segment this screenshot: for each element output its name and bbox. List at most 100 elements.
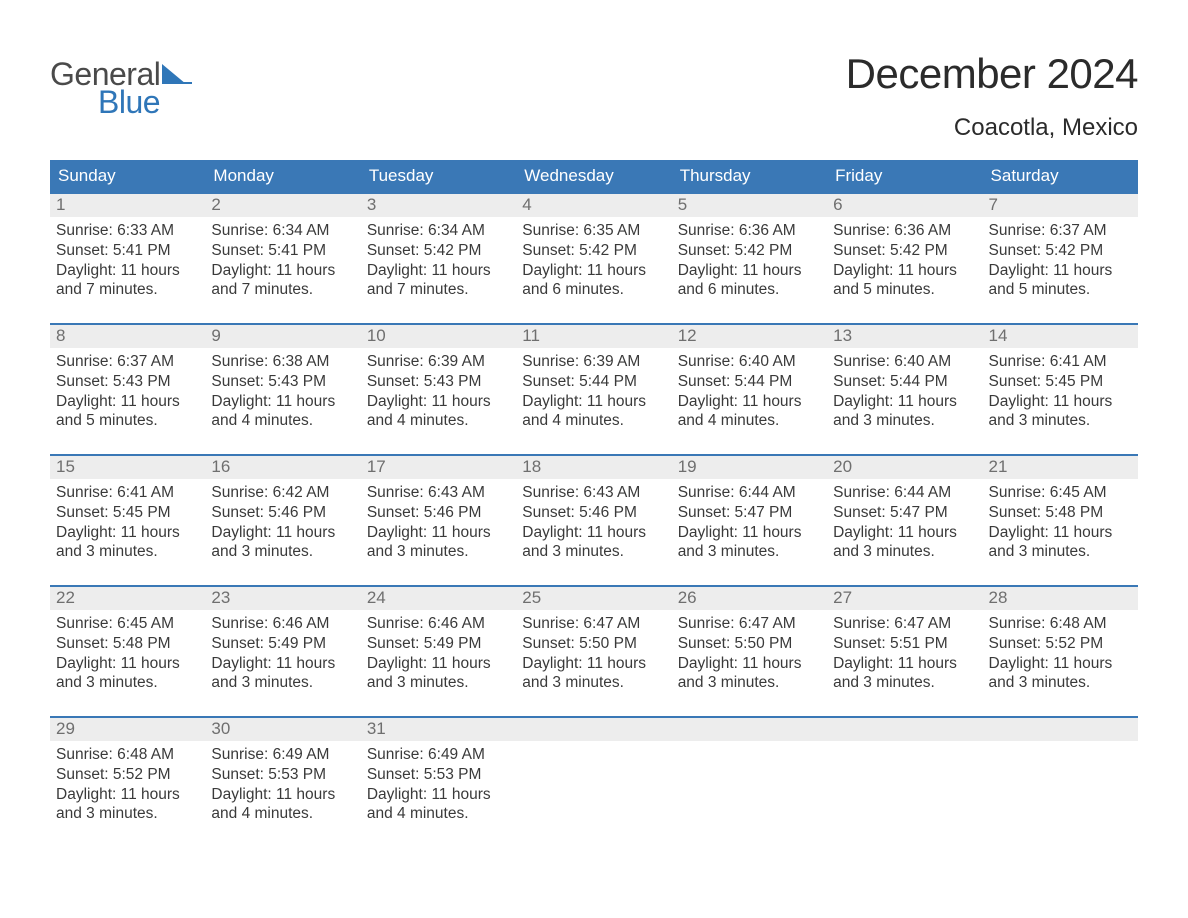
- location-label: Coacotla, Mexico: [846, 114, 1138, 142]
- day-cell: Sunrise: 6:39 AMSunset: 5:43 PMDaylight:…: [361, 348, 516, 444]
- daylight-text-1: Daylight: 11 hours: [678, 261, 821, 281]
- daylight-text-1: Daylight: 11 hours: [211, 523, 354, 543]
- weekday-header-row: Sunday Monday Tuesday Wednesday Thursday…: [50, 160, 1138, 192]
- daylight-text-2: and 3 minutes.: [833, 411, 976, 431]
- daylight-text-1: Daylight: 11 hours: [522, 261, 665, 281]
- daylight-text-2: and 4 minutes.: [367, 411, 510, 431]
- daylight-text-1: Daylight: 11 hours: [56, 392, 199, 412]
- sunset-text: Sunset: 5:41 PM: [56, 241, 199, 261]
- sunrise-text: Sunrise: 6:36 AM: [678, 221, 821, 241]
- daylight-text-2: and 3 minutes.: [56, 804, 199, 824]
- weekday-header: Tuesday: [361, 160, 516, 192]
- day-cell: Sunrise: 6:34 AMSunset: 5:42 PMDaylight:…: [361, 217, 516, 313]
- daylight-text-1: Daylight: 11 hours: [211, 392, 354, 412]
- sunset-text: Sunset: 5:46 PM: [211, 503, 354, 523]
- daylight-text-2: and 3 minutes.: [833, 673, 976, 693]
- day-number: 8: [50, 325, 205, 348]
- day-cell: Sunrise: 6:43 AMSunset: 5:46 PMDaylight:…: [361, 479, 516, 575]
- daynum-row: 891011121314: [50, 325, 1138, 348]
- day-cell: Sunrise: 6:48 AMSunset: 5:52 PMDaylight:…: [983, 610, 1138, 706]
- sunrise-text: Sunrise: 6:36 AM: [833, 221, 976, 241]
- daylight-text-1: Daylight: 11 hours: [367, 654, 510, 674]
- sunrise-text: Sunrise: 6:44 AM: [833, 483, 976, 503]
- day-number: 12: [672, 325, 827, 348]
- sunrise-text: Sunrise: 6:34 AM: [211, 221, 354, 241]
- daylight-text-1: Daylight: 11 hours: [989, 392, 1132, 412]
- day-number: 25: [516, 587, 671, 610]
- day-cell: Sunrise: 6:38 AMSunset: 5:43 PMDaylight:…: [205, 348, 360, 444]
- daylight-text-1: Daylight: 11 hours: [989, 261, 1132, 281]
- daylight-text-1: Daylight: 11 hours: [833, 261, 976, 281]
- day-number: 14: [983, 325, 1138, 348]
- sunset-text: Sunset: 5:43 PM: [211, 372, 354, 392]
- sunset-text: Sunset: 5:44 PM: [833, 372, 976, 392]
- day-cell: Sunrise: 6:45 AMSunset: 5:48 PMDaylight:…: [50, 610, 205, 706]
- day-number: 13: [827, 325, 982, 348]
- daylight-text-1: Daylight: 11 hours: [367, 523, 510, 543]
- day-number: 11: [516, 325, 671, 348]
- day-number: [672, 718, 827, 741]
- sunrise-text: Sunrise: 6:41 AM: [989, 352, 1132, 372]
- sunrise-text: Sunrise: 6:38 AM: [211, 352, 354, 372]
- sunset-text: Sunset: 5:53 PM: [211, 765, 354, 785]
- daylight-text-2: and 5 minutes.: [833, 280, 976, 300]
- sunset-text: Sunset: 5:47 PM: [678, 503, 821, 523]
- daylight-text-2: and 3 minutes.: [367, 542, 510, 562]
- sunrise-text: Sunrise: 6:33 AM: [56, 221, 199, 241]
- sunrise-text: Sunrise: 6:43 AM: [367, 483, 510, 503]
- sunrise-text: Sunrise: 6:45 AM: [989, 483, 1132, 503]
- daylight-text-2: and 3 minutes.: [522, 542, 665, 562]
- sunset-text: Sunset: 5:49 PM: [211, 634, 354, 654]
- day-number: [516, 718, 671, 741]
- daylight-text-2: and 6 minutes.: [522, 280, 665, 300]
- day-number: 28: [983, 587, 1138, 610]
- daylight-text-2: and 3 minutes.: [989, 673, 1132, 693]
- daylight-text-2: and 5 minutes.: [56, 411, 199, 431]
- daylight-text-2: and 4 minutes.: [211, 804, 354, 824]
- day-cell: Sunrise: 6:40 AMSunset: 5:44 PMDaylight:…: [672, 348, 827, 444]
- daylight-text-1: Daylight: 11 hours: [56, 654, 199, 674]
- day-number: 16: [205, 456, 360, 479]
- day-number: 3: [361, 194, 516, 217]
- day-number: 6: [827, 194, 982, 217]
- daynum-row: 293031: [50, 718, 1138, 741]
- sunrise-text: Sunrise: 6:39 AM: [522, 352, 665, 372]
- daylight-text-1: Daylight: 11 hours: [833, 654, 976, 674]
- daylight-text-1: Daylight: 11 hours: [56, 523, 199, 543]
- day-number: 30: [205, 718, 360, 741]
- daylight-text-1: Daylight: 11 hours: [56, 261, 199, 281]
- page-title: December 2024: [846, 50, 1138, 98]
- weekday-header: Thursday: [672, 160, 827, 192]
- calendar: Sunday Monday Tuesday Wednesday Thursday…: [50, 160, 1138, 837]
- week: 22232425262728Sunrise: 6:45 AMSunset: 5:…: [50, 585, 1138, 706]
- daynum-row: 15161718192021: [50, 456, 1138, 479]
- sunrise-text: Sunrise: 6:37 AM: [989, 221, 1132, 241]
- sunrise-text: Sunrise: 6:40 AM: [678, 352, 821, 372]
- sunset-text: Sunset: 5:42 PM: [367, 241, 510, 261]
- day-body-row: Sunrise: 6:37 AMSunset: 5:43 PMDaylight:…: [50, 348, 1138, 444]
- day-cell: Sunrise: 6:44 AMSunset: 5:47 PMDaylight:…: [827, 479, 982, 575]
- sunrise-text: Sunrise: 6:35 AM: [522, 221, 665, 241]
- sunset-text: Sunset: 5:48 PM: [989, 503, 1132, 523]
- daylight-text-1: Daylight: 11 hours: [522, 654, 665, 674]
- day-cell: Sunrise: 6:37 AMSunset: 5:43 PMDaylight:…: [50, 348, 205, 444]
- sunset-text: Sunset: 5:53 PM: [367, 765, 510, 785]
- sunset-text: Sunset: 5:50 PM: [522, 634, 665, 654]
- day-cell: Sunrise: 6:45 AMSunset: 5:48 PMDaylight:…: [983, 479, 1138, 575]
- sunrise-text: Sunrise: 6:48 AM: [989, 614, 1132, 634]
- day-number: 7: [983, 194, 1138, 217]
- day-number: 24: [361, 587, 516, 610]
- sail-icon: [162, 62, 192, 84]
- sunset-text: Sunset: 5:46 PM: [367, 503, 510, 523]
- daylight-text-2: and 5 minutes.: [989, 280, 1132, 300]
- sunrise-text: Sunrise: 6:34 AM: [367, 221, 510, 241]
- sunrise-text: Sunrise: 6:47 AM: [522, 614, 665, 634]
- day-cell: [827, 741, 982, 837]
- daylight-text-1: Daylight: 11 hours: [211, 654, 354, 674]
- page: General Blue December 2024 Coacotla, Mex…: [0, 0, 1188, 867]
- daylight-text-1: Daylight: 11 hours: [678, 523, 821, 543]
- sunrise-text: Sunrise: 6:43 AM: [522, 483, 665, 503]
- sunset-text: Sunset: 5:42 PM: [833, 241, 976, 261]
- daylight-text-2: and 3 minutes.: [989, 542, 1132, 562]
- daylight-text-1: Daylight: 11 hours: [522, 523, 665, 543]
